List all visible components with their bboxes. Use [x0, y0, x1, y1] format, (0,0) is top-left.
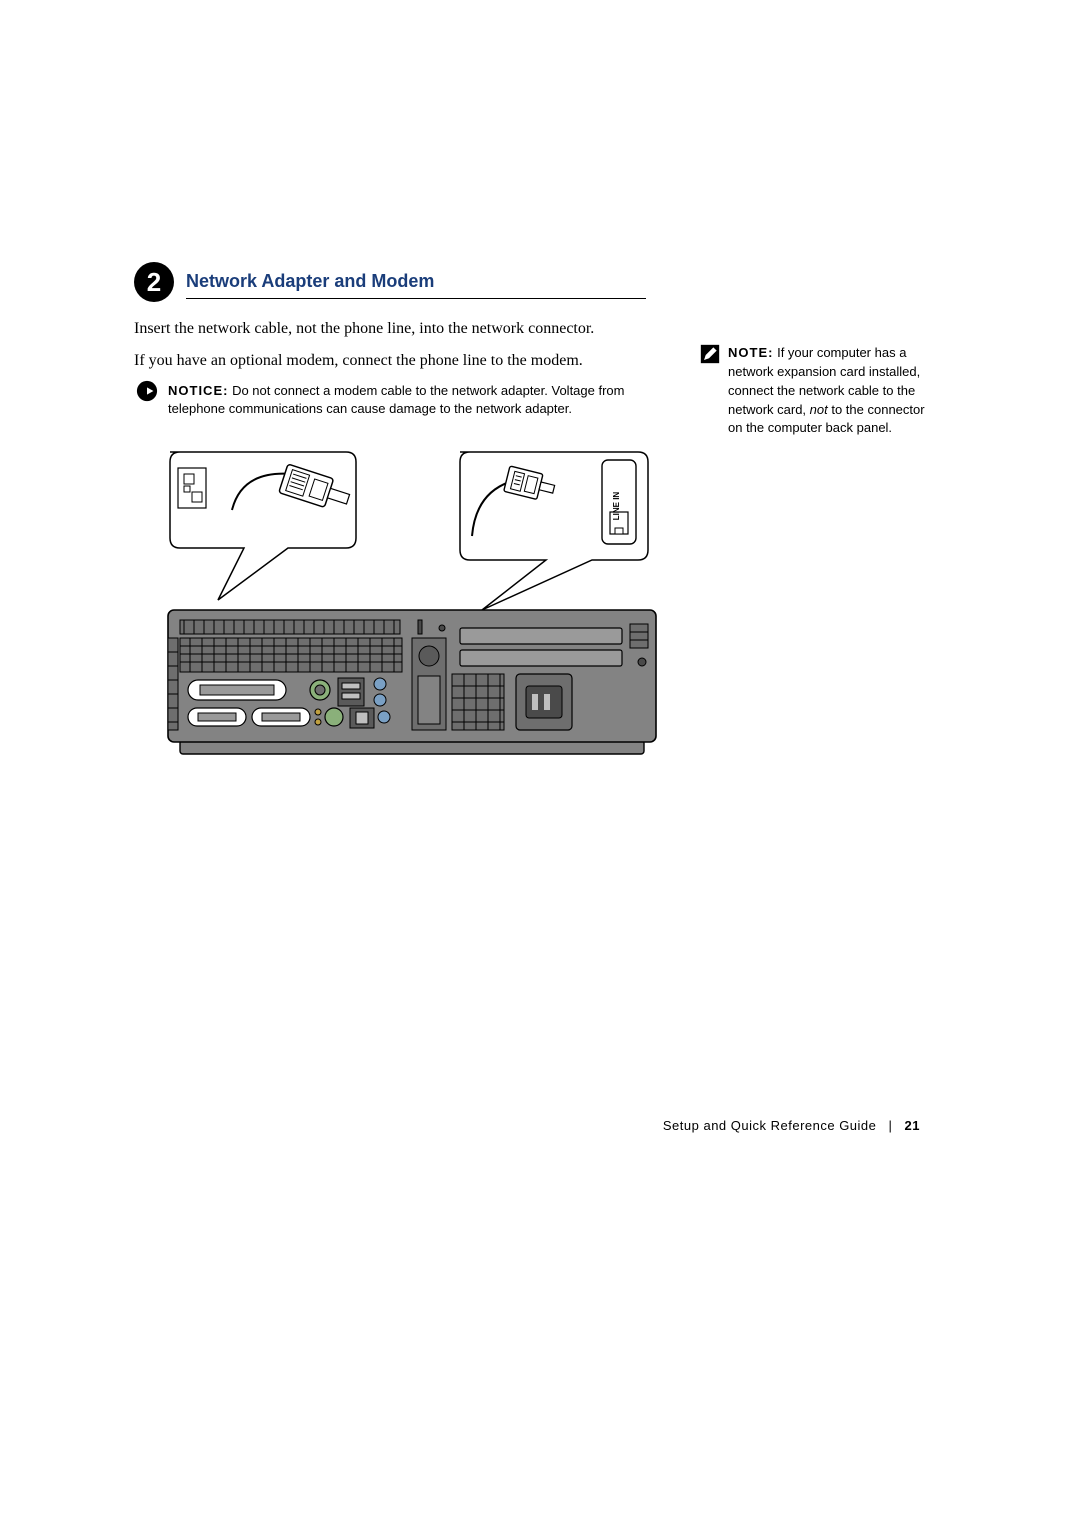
network-cable-callout	[170, 452, 356, 600]
page: 2 Network Adapter and Modem Insert the n…	[0, 0, 1080, 1528]
svg-text:LINE IN: LINE IN	[612, 492, 621, 521]
notice-text: NOTICE: Do not connect a modem cable to …	[168, 382, 648, 417]
body-paragraph-1: Insert the network cable, not the phone …	[134, 318, 654, 340]
note-italic-word: not	[810, 402, 828, 417]
modem-cable-callout: LINE IN	[460, 452, 648, 610]
section-rule	[186, 298, 646, 299]
footer-title: Setup and Quick Reference Guide	[663, 1118, 877, 1133]
notice-body: Do not connect a modem cable to the netw…	[168, 383, 624, 416]
notice-arrow-icon	[136, 380, 158, 402]
step-number: 2	[147, 267, 161, 298]
page-number: 21	[905, 1118, 920, 1133]
section-title: Network Adapter and Modem	[186, 271, 434, 292]
body-paragraph-2: If you have an optional modem, connect t…	[134, 350, 654, 372]
notice-label: NOTICE:	[168, 383, 228, 398]
connection-diagram: LINE IN	[160, 442, 658, 760]
computer-back-panel	[168, 610, 656, 754]
footer-separator: |	[889, 1118, 893, 1133]
step-number-badge: 2	[134, 262, 174, 302]
note-label: NOTE:	[728, 345, 773, 360]
page-footer: Setup and Quick Reference Guide | 21	[0, 1118, 920, 1133]
note-pencil-icon	[700, 344, 720, 364]
note-text: NOTE: If your computer has a network exp…	[728, 344, 928, 438]
